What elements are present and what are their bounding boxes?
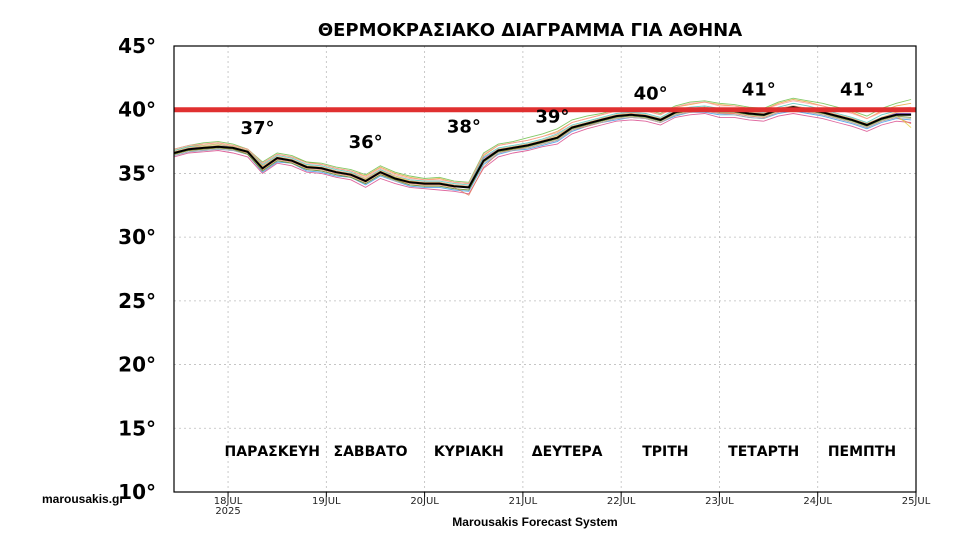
y-tick-label: 35° <box>118 161 156 185</box>
day-labels: ΠΑΡΑΣΚΕΥΗ ΣΑΒΒΑΤΟ ΚΥΡΙΑΚΗ ΔΕΥΤΕΡΑ ΤΡΙΤΗ ΤΕΤΑΡ… <box>225 444 897 460</box>
series-line-m08 <box>173 102 912 186</box>
series-line-m03 <box>173 97 912 183</box>
day-label: ΚΥΡΙΑΚΗ <box>434 444 504 460</box>
y-tick-label: 30° <box>118 225 156 249</box>
peak-label: 40° <box>634 84 668 105</box>
chart-title: ΘΕΡΜΟΚΡΑΣΙΑΚΟ ΔΙΑΓΡΑΜΜΑ ΓΙΑ ΑΘΗΝΑ <box>318 20 742 41</box>
x-tick-label: 22JUL <box>607 496 636 507</box>
day-label: ΠΑΡΑΣΚΕΥΗ <box>225 444 320 460</box>
y-tick-label: 15° <box>118 416 156 440</box>
x-axis-label: Marousakis Forecast System <box>452 515 617 529</box>
watermark: marousakis.gr <box>42 492 124 506</box>
peak-label: 41° <box>840 80 874 101</box>
x-tick-label: 23JUL <box>705 496 734 507</box>
x-tick-label: 18JUL <box>214 496 243 507</box>
peak-label: 36° <box>349 132 383 153</box>
x-tick-label: 20JUL <box>410 496 439 507</box>
y-tick-label: 20° <box>118 353 156 377</box>
day-label: ΔΕΥΤΕΡΑ <box>532 444 603 460</box>
x-tick-label: 25JUL <box>902 496 931 507</box>
peak-labels: 37° 36° 38° 39° 40° 41° 41° <box>241 80 875 153</box>
day-label: ΠΕΜΠΤΗ <box>828 444 896 460</box>
y-tick-label: 45° <box>118 34 156 58</box>
series-line-m12 <box>173 105 912 187</box>
peak-label: 38° <box>447 117 481 138</box>
x-tick-sublabel: 2025 <box>215 506 240 517</box>
series-line-m10 <box>173 100 912 185</box>
y-tick-label: 40° <box>118 98 156 122</box>
day-label: ΤΡΙΤΗ <box>642 444 688 460</box>
x-tick-label: 24JUL <box>803 496 832 507</box>
series-line-m04 <box>173 113 912 195</box>
peak-label: 39° <box>535 106 569 127</box>
day-label: ΣΑΒΒΑΤΟ <box>334 444 408 460</box>
peak-label: 37° <box>241 118 275 139</box>
plot-frame <box>173 45 917 493</box>
x-tick-label: 19JUL <box>312 496 341 507</box>
day-label: ΤΕΤΑΡΤΗ <box>728 444 799 460</box>
x-tick-label: 21JUL <box>509 496 538 507</box>
y-axis: 10° 15° 20° 25° 30° 35° 40° 45° <box>118 34 156 504</box>
y-tick-label: 25° <box>118 289 156 313</box>
y-tick-label: 10° <box>118 480 156 504</box>
peak-label: 41° <box>742 80 776 101</box>
